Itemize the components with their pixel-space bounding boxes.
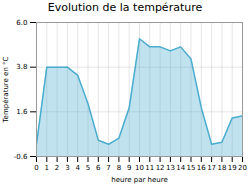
svg-text:-0.6: -0.6 <box>14 153 28 161</box>
html-text:Evolution de la température: Evolution de la température <box>47 1 203 14</box>
svg-text:16: 16 <box>197 164 206 172</box>
svg-text:18: 18 <box>217 164 226 172</box>
svg-text:4: 4 <box>75 164 80 172</box>
svg-text:20: 20 <box>238 164 247 172</box>
svg-text:10: 10 <box>135 164 144 172</box>
svg-text:0: 0 <box>34 164 38 172</box>
svg-text:2: 2 <box>55 164 59 172</box>
svg-text:15: 15 <box>187 164 196 172</box>
svg-text:heure par heure: heure par heure <box>111 176 167 184</box>
svg-text:6.0: 6.0 <box>16 19 27 27</box>
svg-text:5: 5 <box>86 164 90 172</box>
svg-text:11: 11 <box>145 164 154 172</box>
svg-text:Température en °C: Température en °C <box>2 56 10 123</box>
svg-text:13: 13 <box>166 164 175 172</box>
svg-text:1.6: 1.6 <box>16 108 28 116</box>
svg-text:7: 7 <box>106 164 110 172</box>
svg-text:1: 1 <box>45 164 49 172</box>
svg-text:3: 3 <box>65 164 69 172</box>
svg-text:12: 12 <box>156 164 165 172</box>
svg-text:3.8: 3.8 <box>16 63 27 71</box>
svg-text:19: 19 <box>228 164 237 172</box>
svg-text:6: 6 <box>96 164 101 172</box>
svg-text:9: 9 <box>127 164 131 172</box>
svg-text:8: 8 <box>117 164 121 172</box>
svg-text:17: 17 <box>207 164 216 172</box>
svg-text:14: 14 <box>176 164 185 172</box>
